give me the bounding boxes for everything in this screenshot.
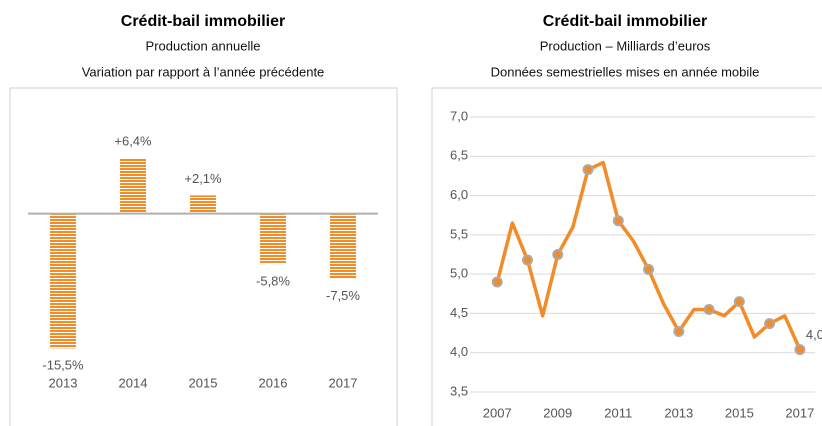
marker bbox=[673, 326, 685, 337]
line bbox=[495, 160, 802, 351]
x-tick-label: 2015 bbox=[725, 405, 754, 420]
marker bbox=[522, 254, 533, 266]
x-tick-label: 2013 bbox=[49, 375, 78, 390]
chart-subtitle: Variation par rapport à l’année précéden… bbox=[82, 64, 325, 79]
marker bbox=[643, 263, 655, 275]
panel-right bbox=[431, 87, 822, 426]
x-tick-label: 2016 bbox=[259, 375, 288, 390]
data-label: -15,5% bbox=[42, 358, 84, 373]
data-label: -5,8% bbox=[256, 273, 290, 288]
y-tick-label: 7,0 bbox=[450, 108, 468, 123]
chart-subtitle: Données semestrielles mises en année mob… bbox=[491, 64, 760, 79]
x-tick-label: 2017 bbox=[785, 405, 814, 420]
bar bbox=[260, 213, 286, 265]
y-tick-label: 5,5 bbox=[450, 226, 468, 241]
data-label: +6,4% bbox=[114, 133, 152, 148]
x-tick-label: 2007 bbox=[483, 405, 512, 420]
x-tick-label: 2015 bbox=[189, 375, 218, 390]
bar bbox=[190, 195, 216, 214]
marker bbox=[552, 249, 564, 260]
y-tick-label: 6,5 bbox=[450, 148, 468, 163]
chart-subtitle: Production – Milliards d’euros bbox=[540, 38, 711, 53]
chart-subtitle: Production annuelle bbox=[146, 38, 261, 53]
chart-title: Crédit-bail immobilier bbox=[121, 13, 285, 30]
chart-title: Crédit-bail immobilier bbox=[543, 13, 707, 30]
x-tick-label: 2009 bbox=[543, 405, 572, 420]
marker bbox=[733, 296, 745, 308]
data-label: -7,5% bbox=[326, 288, 360, 303]
marker bbox=[491, 276, 503, 288]
y-tick-label: 4,5 bbox=[450, 305, 468, 320]
marker bbox=[764, 318, 776, 330]
marker bbox=[794, 344, 806, 356]
x-tick-label: 2013 bbox=[664, 405, 693, 420]
bar bbox=[120, 158, 146, 214]
y-tick-label: 3,5 bbox=[450, 383, 468, 398]
bar bbox=[50, 213, 76, 349]
y-tick-label: 6,0 bbox=[450, 187, 468, 202]
data-label: +2,1% bbox=[184, 171, 222, 186]
x-tick-label: 2014 bbox=[119, 375, 148, 390]
x-tick-label: 2011 bbox=[604, 405, 632, 420]
marker bbox=[703, 304, 715, 315]
data-label: 4,0 bbox=[806, 327, 822, 342]
y-tick-label: 5,0 bbox=[450, 266, 468, 281]
marker bbox=[612, 215, 624, 227]
panel-left bbox=[9, 87, 398, 426]
bar bbox=[330, 213, 356, 279]
x-tick-label: 2017 bbox=[329, 375, 358, 390]
y-tick-label: 4,0 bbox=[450, 344, 468, 359]
marker bbox=[582, 164, 594, 176]
